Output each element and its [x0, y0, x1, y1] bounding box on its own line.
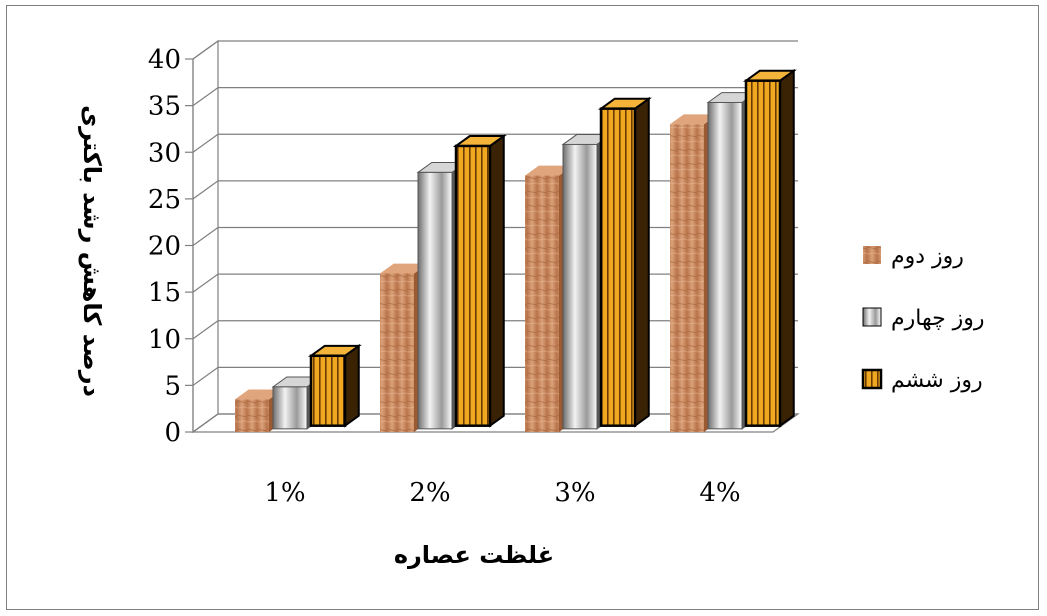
y-tick-label: 10: [148, 325, 181, 355]
y-tick-label: 5: [164, 371, 181, 401]
y-tick-label: 25: [148, 185, 181, 215]
y-tick-label: 20: [148, 232, 181, 262]
legend-swatch: [862, 307, 882, 327]
legend-label: روز ششم: [891, 368, 983, 393]
x-tick-label: 3%: [554, 478, 595, 508]
bar: [597, 96, 652, 428]
legend-swatch: [863, 246, 881, 264]
bar: [307, 343, 362, 428]
gridline: [192, 40, 798, 60]
bar: [742, 68, 797, 428]
x-tick-label: 2%: [409, 478, 450, 508]
bar: [452, 134, 507, 428]
x-axis-title: غلظت عصاره: [394, 541, 554, 569]
bar: [380, 263, 428, 432]
x-tick-label: 4%: [699, 478, 740, 508]
x-tick-label: 1%: [264, 478, 305, 508]
chart-frame: 0 5 10 15 20 25 30 35 40 1% 2% 3% 4% غلظت عصاره درص…: [6, 5, 1039, 610]
legend-swatch: [861, 368, 883, 390]
y-tick-label: 35: [148, 92, 181, 122]
y-axis-title: درصد کاهش رشد باکتری: [78, 105, 106, 397]
legend-label: روز دوم: [891, 244, 964, 269]
y-tick-label: 15: [148, 278, 181, 308]
gridline: [192, 87, 798, 107]
y-tick-label: 40: [148, 45, 181, 75]
legend-label: روز چهارم: [891, 306, 985, 331]
y-tick-label: 0: [164, 418, 181, 448]
y-tick-label: 30: [148, 138, 181, 168]
bar-chart: 0 5 10 15 20 25 30 35 40 1% 2% 3% 4% غلظت عصاره درص…: [78, 39, 985, 569]
